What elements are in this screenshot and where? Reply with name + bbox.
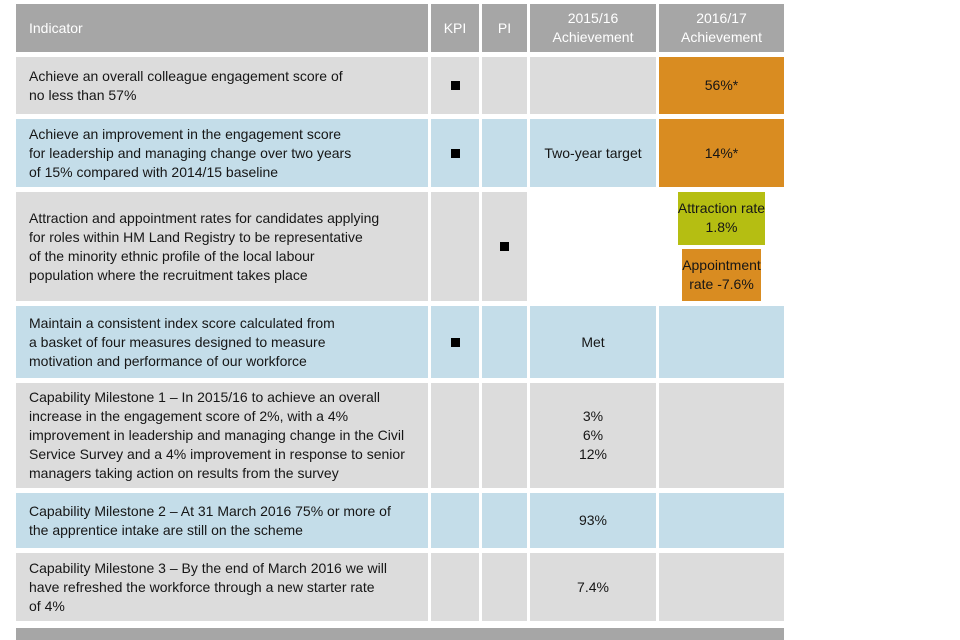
indicator-cell: Capability Milestone 2 – At 31 March 201… xyxy=(16,493,428,548)
truncated-next-row-bar xyxy=(16,628,784,640)
table-row: Achieve an improvement in the engagement… xyxy=(16,119,784,187)
pi-cell xyxy=(482,119,527,187)
header-2015-16-achievement: 2015/16 Achievement xyxy=(530,4,656,52)
kpi-cell xyxy=(431,383,479,488)
ach-2016-17-cell: Attraction rate 1.8% Appointment rate -7… xyxy=(659,192,784,301)
attraction-rate-cell: Attraction rate 1.8% xyxy=(677,192,766,245)
ach-2015-16-cell xyxy=(530,57,656,114)
kpi-cell xyxy=(431,493,479,548)
ach-2016-17-cell: 14%* xyxy=(659,119,784,187)
ach-2015-16-cell: 3% 6% 12% xyxy=(530,383,656,488)
kpi-marker-icon xyxy=(450,337,460,347)
indicator-cell: Capability Milestone 1 – In 2015/16 to a… xyxy=(16,383,428,488)
kpi-cell xyxy=(431,192,479,301)
pi-cell xyxy=(482,192,527,301)
indicator-cell: Maintain a consistent index score calcul… xyxy=(16,306,428,378)
indicator-cell: Achieve an overall colleague engagement … xyxy=(16,57,428,114)
ach-2015-16-cell: Two-year target xyxy=(530,119,656,187)
pi-marker-icon xyxy=(500,242,509,251)
pi-cell xyxy=(482,57,527,114)
table-header-row: Indicator KPI PI 2015/16 Achievement 201… xyxy=(16,4,784,52)
kpi-marker-icon xyxy=(450,148,460,158)
table-row: Achieve an overall colleague engagement … xyxy=(16,57,784,114)
pi-cell xyxy=(482,306,527,378)
ach-2016-17-cell xyxy=(659,383,784,488)
table-row: Capability Milestone 2 – At 31 March 201… xyxy=(16,493,784,548)
table-row: Capability Milestone 1 – In 2015/16 to a… xyxy=(16,383,784,488)
indicator-cell: Attraction and appointment rates for can… xyxy=(16,192,428,301)
kpi-cell xyxy=(431,57,479,114)
performance-indicators-table: Indicator KPI PI 2015/16 Achievement 201… xyxy=(16,4,784,626)
pi-cell xyxy=(482,553,527,621)
ach-2015-16-cell xyxy=(530,192,656,301)
ach-2015-16-cell: 7.4% xyxy=(530,553,656,621)
ach-2016-17-cell xyxy=(659,553,784,621)
kpi-marker-icon xyxy=(450,81,460,90)
appointment-rate-cell: Appointment rate -7.6% xyxy=(682,248,761,301)
table-row: Capability Milestone 3 – By the end of M… xyxy=(16,553,784,621)
ach-2016-17-cell xyxy=(659,493,784,548)
ach-2016-17-cell xyxy=(659,306,784,378)
kpi-cell xyxy=(431,119,479,187)
ach-2015-16-cell: Met xyxy=(530,306,656,378)
pi-cell xyxy=(482,383,527,488)
pi-cell xyxy=(482,493,527,548)
ach-2016-17-cell: 56%* xyxy=(659,57,784,114)
header-2016-17-achievement: 2016/17 Achievement xyxy=(659,4,784,52)
indicator-cell: Achieve an improvement in the engagement… xyxy=(16,119,428,187)
header-indicator: Indicator xyxy=(16,4,428,52)
table-row: Maintain a consistent index score calcul… xyxy=(16,306,784,378)
header-pi: PI xyxy=(482,4,527,52)
ach-2015-16-cell: 93% xyxy=(530,493,656,548)
kpi-cell xyxy=(431,306,479,378)
header-kpi: KPI xyxy=(431,4,479,52)
table-row: Attraction and appointment rates for can… xyxy=(16,192,784,301)
kpi-cell xyxy=(431,553,479,621)
indicator-cell: Capability Milestone 3 – By the end of M… xyxy=(16,553,428,621)
